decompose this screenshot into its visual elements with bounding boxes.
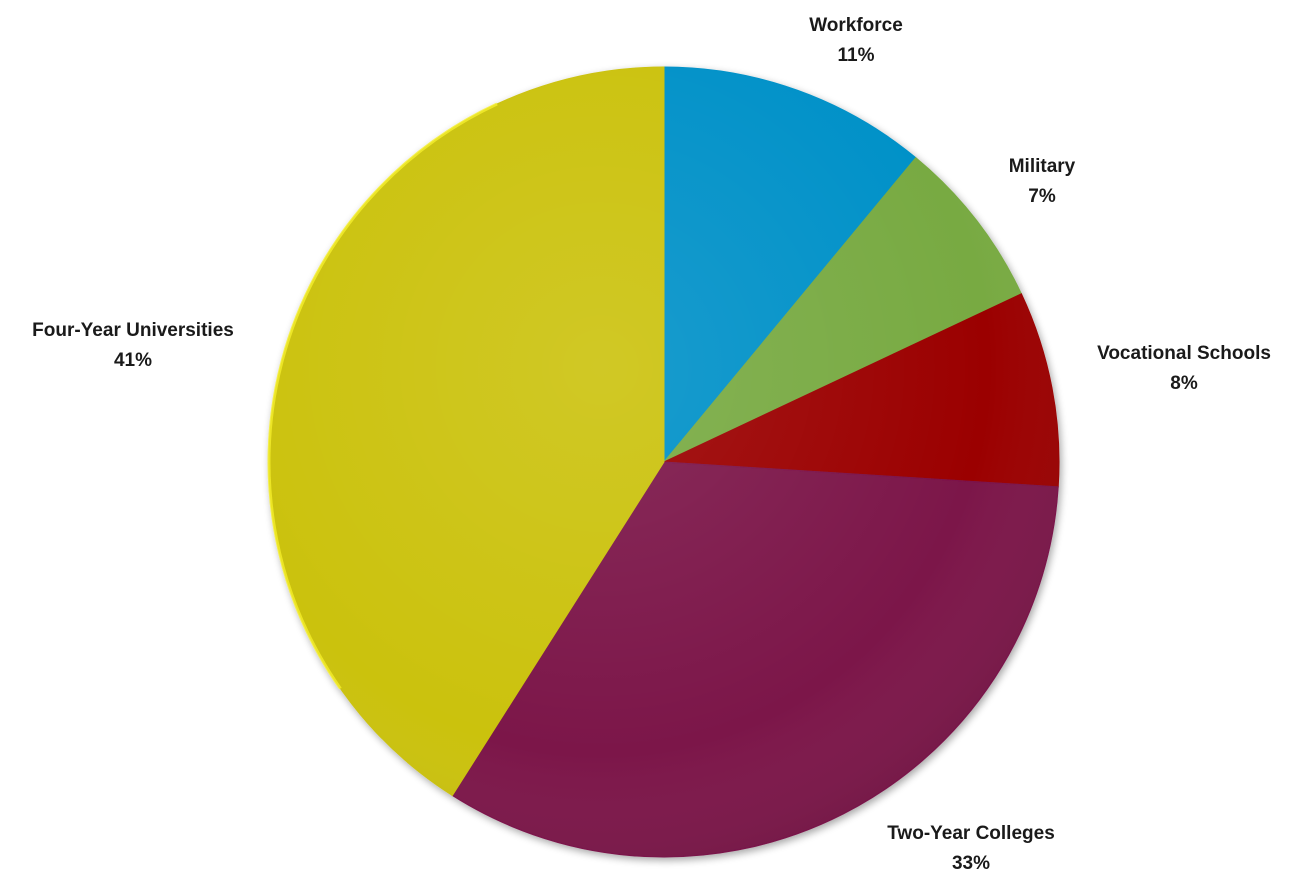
slice-label-vocational-schools: Vocational Schools: [1097, 343, 1271, 364]
slice-value-vocational-schools: 8%: [1170, 373, 1198, 394]
slice-value-four-year-universities: 41%: [114, 350, 152, 371]
slice-value-two-year-colleges: 33%: [952, 853, 990, 874]
slice-label-military: Military: [1009, 156, 1076, 177]
slice-value-workforce: 11%: [838, 45, 875, 66]
pie-labels: Workforce 11% Military 7% Vocational Schools…: [32, 15, 1271, 874]
slice-value-military: 7%: [1028, 186, 1056, 207]
slice-label-two-year-colleges: Two-Year Colleges: [887, 823, 1055, 844]
slice-label-four-year-universities: Four-Year Universities: [32, 320, 234, 341]
slice-label-workforce: Workforce: [809, 15, 903, 36]
pie-slices: [267, 66, 1060, 858]
